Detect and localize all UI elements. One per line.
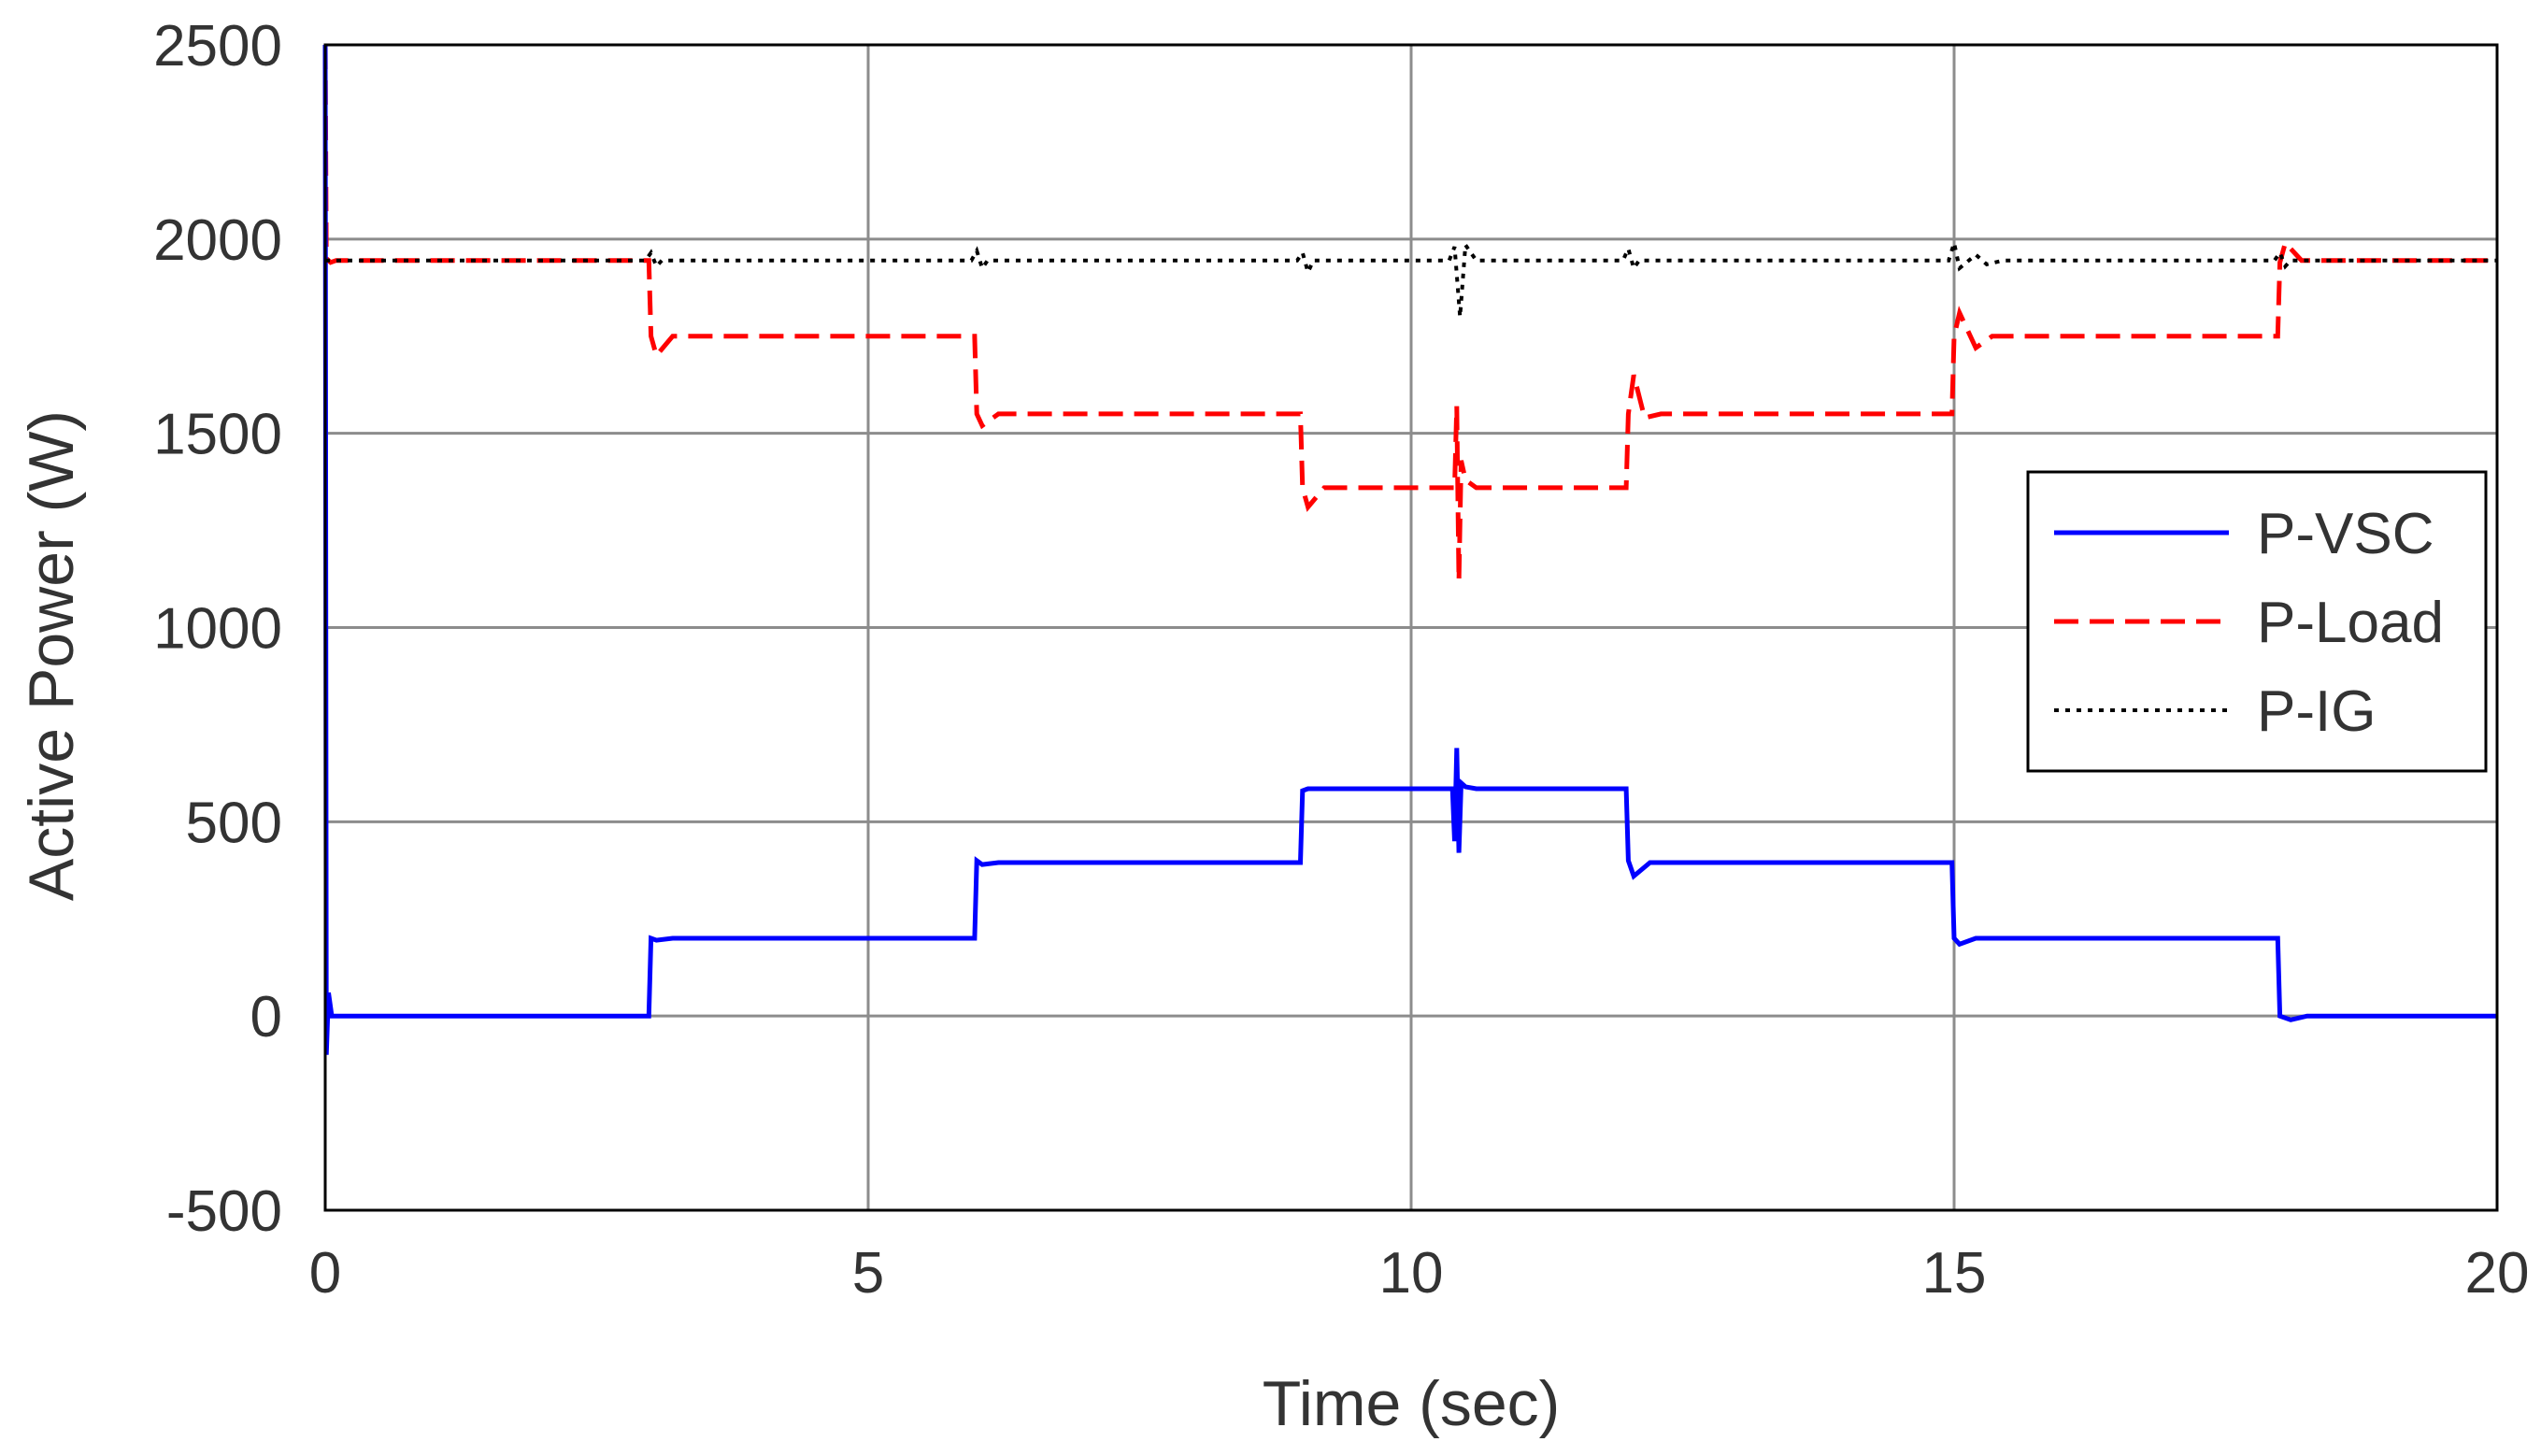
series-line-p-load: [322, 44, 2497, 581]
series-line-p-ig: [325, 236, 2497, 318]
y-tick-label: 0: [250, 985, 282, 1049]
x-tick-label: 5: [852, 1241, 884, 1306]
y-tick-label: 1000: [153, 597, 282, 662]
x-axis-title: Time (sec): [1263, 1368, 1561, 1439]
x-tick-label: 0: [309, 1241, 341, 1306]
y-tick-label: 2000: [153, 208, 282, 273]
x-tick-label: 15: [1922, 1241, 1987, 1306]
series-layer: [322, 44, 2497, 1055]
legend-label-p-ig: P-IG: [2257, 679, 2376, 744]
legend: P-VSC P-Load P-IG: [2026, 470, 2488, 773]
series-line-p-vsc: [322, 44, 2497, 1055]
plot-frame: [323, 43, 2499, 1212]
y-tick-label: 1500: [153, 403, 282, 467]
y-tick-label: 2500: [153, 14, 282, 79]
legend-label-p-load: P-Load: [2257, 591, 2444, 655]
tick-layer: 0 5 10 15 20 -500 0 500 1000 1500 2000 2500: [153, 14, 2529, 1306]
grid-layer: [323, 43, 2499, 1212]
legend-items: P-VSC P-Load P-IG: [2054, 502, 2444, 744]
x-tick-label: 20: [2465, 1241, 2530, 1306]
legend-label-p-vsc: P-VSC: [2257, 502, 2434, 566]
y-axis-title: Active Power (W): [16, 410, 87, 901]
y-tick-label: -500: [166, 1179, 282, 1244]
x-tick-label: 10: [1379, 1241, 1444, 1306]
y-tick-label: 500: [186, 791, 282, 855]
